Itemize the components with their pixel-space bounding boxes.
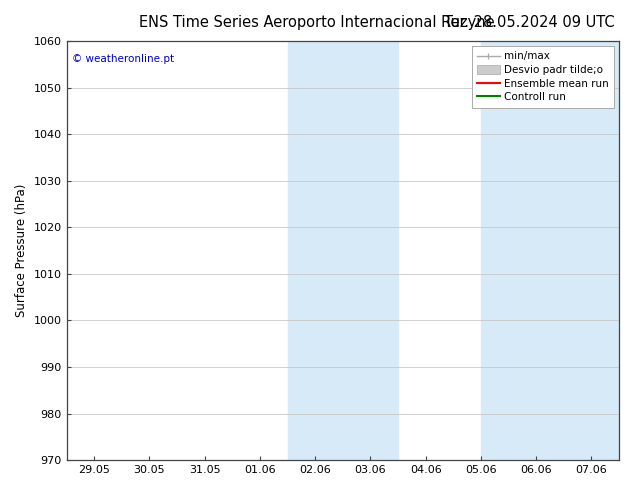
- Text: © weatheronline.pt: © weatheronline.pt: [72, 53, 174, 64]
- Bar: [288, 41, 398, 460]
- Text: Ter. 28.05.2024 09 UTC: Ter. 28.05.2024 09 UTC: [444, 15, 615, 30]
- Text: ENS Time Series Aeroporto Internacional Ruzyne: ENS Time Series Aeroporto Internacional …: [139, 15, 495, 30]
- Y-axis label: Surface Pressure (hPa): Surface Pressure (hPa): [15, 184, 28, 318]
- Legend: min/max, Desvio padr tilde;o, Ensemble mean run, Controll run: min/max, Desvio padr tilde;o, Ensemble m…: [472, 46, 614, 108]
- Bar: [481, 41, 619, 460]
